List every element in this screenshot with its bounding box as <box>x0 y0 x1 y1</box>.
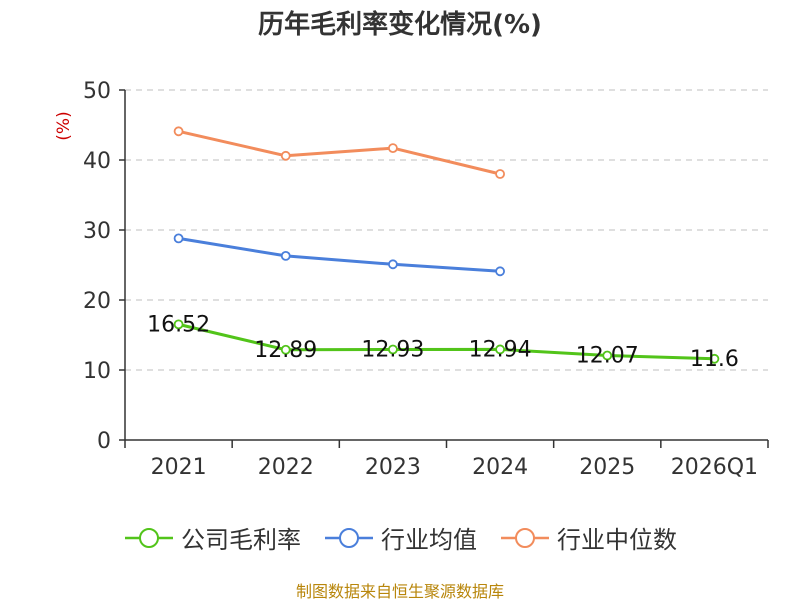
data-label: 12.93 <box>361 337 424 362</box>
data-point <box>495 266 505 277</box>
legend-swatch <box>325 527 373 548</box>
source-note: 制图数据来自恒生聚源数据库 <box>295 582 504 601</box>
legend-swatch <box>125 527 173 548</box>
legend: 公司毛利率 行业均值 行业中位数 <box>0 520 800 555</box>
legend-label: 行业中位数 <box>557 526 677 554</box>
x-tick-label: 2024 <box>472 455 528 480</box>
series-line <box>178 129 501 176</box>
data-label: 12.89 <box>254 338 317 363</box>
y-tick-label: 40 <box>83 149 111 174</box>
data-point <box>280 250 291 261</box>
x-tick-label: 2021 <box>151 455 207 480</box>
y-tick-label: 20 <box>83 289 111 314</box>
x-tick-label: 2026Q1 <box>671 455 758 480</box>
data-point <box>709 353 720 364</box>
data-point <box>173 126 184 137</box>
data-label: 16.52 <box>147 312 210 337</box>
data-point <box>388 344 398 355</box>
legend-label: 公司毛利率 <box>181 526 301 554</box>
data-point <box>173 319 184 330</box>
legend-swatch <box>501 527 549 548</box>
x-tick-label: 2025 <box>579 455 635 480</box>
x-tick-label: 2022 <box>258 455 314 480</box>
y-axis-label: (%) <box>54 111 74 140</box>
data-label: 12.07 <box>576 344 639 369</box>
data-point <box>495 169 505 179</box>
legend-item[interactable]: 行业中位数 <box>499 520 677 555</box>
data-point <box>602 350 613 361</box>
y-tick-label: 50 <box>83 79 111 104</box>
data-point <box>495 344 505 355</box>
chart-title: 历年毛利率变化情况(%) <box>258 10 542 40</box>
x-tick-label: 2023 <box>365 455 421 480</box>
series-line <box>178 236 501 273</box>
y-tick-label: 0 <box>97 429 111 454</box>
data-point <box>280 150 291 161</box>
data-point <box>173 233 184 244</box>
legend-swatch-marker <box>139 527 159 548</box>
data-label: 11.6 <box>690 347 739 372</box>
data-point <box>280 344 291 355</box>
legend-item[interactable]: 行业均值 <box>323 520 477 555</box>
legend-swatch-marker <box>515 527 535 548</box>
legend-item[interactable]: 公司毛利率 <box>123 520 301 555</box>
legend-label: 行业均值 <box>381 526 477 554</box>
series-line <box>178 322 715 361</box>
y-tick-label: 10 <box>83 359 111 384</box>
data-point <box>388 143 398 154</box>
legend-swatch-marker <box>339 527 359 548</box>
data-label: 12.94 <box>469 337 532 362</box>
data-point <box>388 259 398 270</box>
y-tick-label: 30 <box>83 219 111 244</box>
